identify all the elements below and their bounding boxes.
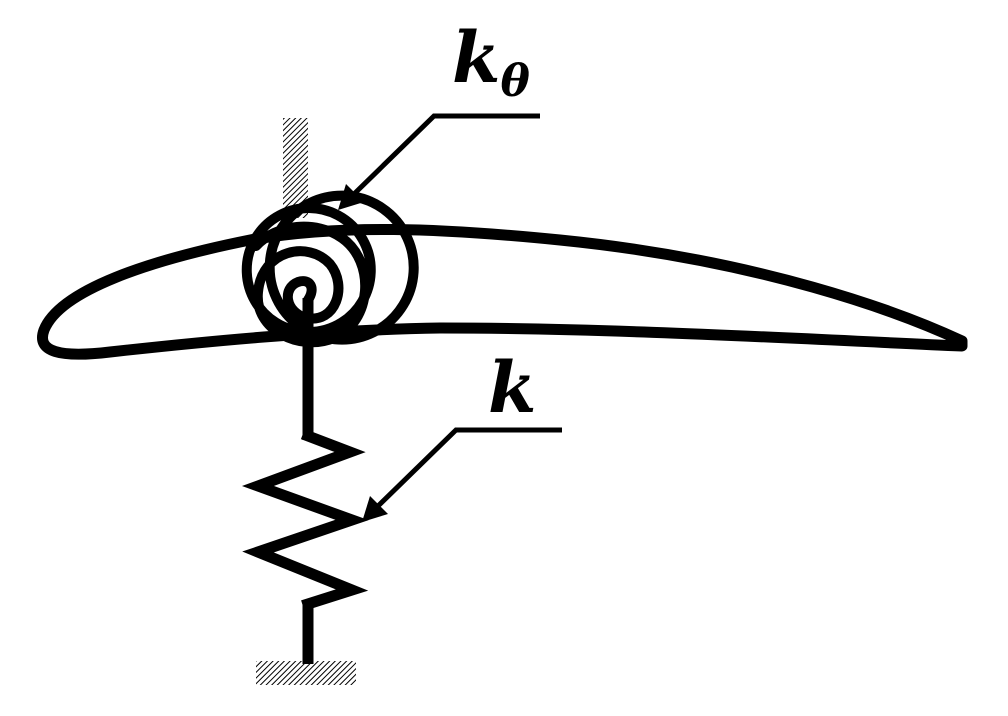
plunge-spring-label: k bbox=[488, 346, 537, 429]
torsional-spring-label: kθ bbox=[452, 16, 531, 107]
torsional-spring-arrowhead bbox=[338, 184, 364, 210]
torsional-spring-leader-line bbox=[352, 113, 540, 196]
plunge-spring-arrowhead bbox=[362, 496, 388, 522]
plunge-spring-label-base: k bbox=[488, 346, 537, 429]
plunge-spring-leader-line bbox=[376, 427, 562, 508]
torsional-spring-label-base: k bbox=[452, 16, 501, 99]
torsional-spring-label-subscript: θ bbox=[501, 56, 531, 107]
plunge-zigzag-spring bbox=[241, 428, 369, 611]
airfoil-outline bbox=[37, 223, 968, 360]
bottom-ground-support bbox=[256, 661, 356, 685]
torsional-spiral-spring bbox=[241, 190, 419, 348]
